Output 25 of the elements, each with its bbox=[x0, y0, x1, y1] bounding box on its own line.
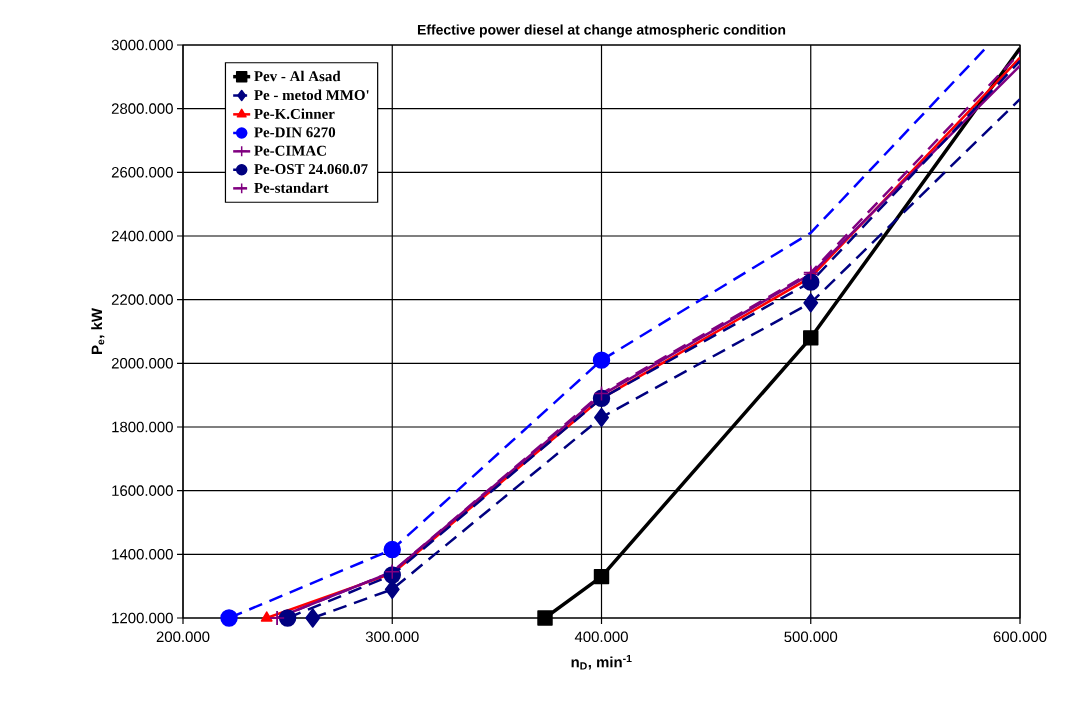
legend-label: Pe-standart bbox=[254, 182, 329, 193]
x-tick-label: 200.000 bbox=[156, 631, 210, 643]
legend-label: Pe-CIMAC bbox=[254, 145, 326, 156]
x-tick-label: 300.000 bbox=[365, 631, 419, 643]
x-tick-label: 400.000 bbox=[574, 631, 628, 643]
x-axis-title: n$_{D}$, min$^{-1}$ bbox=[571, 654, 632, 670]
y-tick-label: 2400.000 bbox=[111, 230, 173, 242]
x-tick-label: 500.000 bbox=[784, 631, 838, 643]
legend-label: Pe - metod MMO' bbox=[254, 89, 369, 101]
legend-label: Pev - Al Asad bbox=[254, 70, 341, 82]
y-tick-label: 1200.000 bbox=[112, 612, 173, 624]
y-tick-label: 3000.000 bbox=[111, 39, 173, 51]
y-axis-title: P$_{e}$, kW bbox=[91, 308, 105, 354]
legend-label: Pe-K.Cinner bbox=[254, 108, 335, 119]
legend-label: Pe-DIN 6270 bbox=[254, 127, 336, 138]
y-tick-label: 1400.000 bbox=[112, 549, 173, 560]
y-tick-label: 1800.000 bbox=[112, 421, 173, 433]
y-tick-label: 1600.000 bbox=[112, 485, 173, 496]
legend-label: Pe-OST 24.060.07 bbox=[254, 164, 368, 175]
y-tick-label: 2600.000 bbox=[111, 167, 173, 178]
y-tick-label: 2200.000 bbox=[111, 294, 173, 305]
y-tick-label: 2000.000 bbox=[111, 358, 173, 369]
y-tick-label: 2800.000 bbox=[111, 103, 173, 114]
chart-title: Effective power diesel at change atmospheric condition bbox=[417, 24, 786, 38]
x-tick-label: 600.000 bbox=[993, 631, 1047, 643]
